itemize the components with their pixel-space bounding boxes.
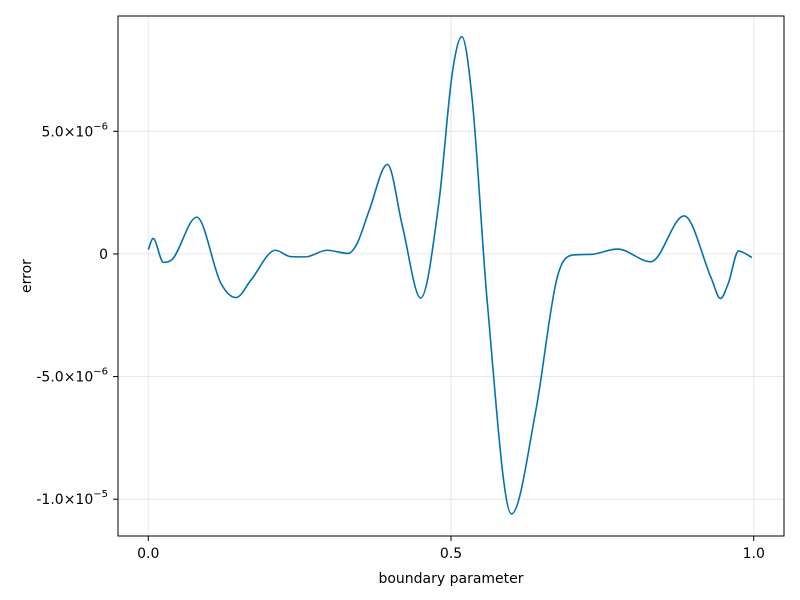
y-tick-label: 5.0×10−6 xyxy=(41,121,108,140)
y-tick-mantissa: -5.0×10 xyxy=(36,370,93,386)
y-tick-label: -1.0×10−5 xyxy=(36,489,108,508)
series-line xyxy=(147,36,753,515)
y-tick-exponent: −5 xyxy=(93,489,108,500)
y-axis-label: error xyxy=(19,259,35,293)
y-tick-mantissa: 5.0×10 xyxy=(41,124,93,140)
y-tick-label: -5.0×10−6 xyxy=(36,367,108,386)
grid-lines xyxy=(118,16,784,536)
x-tick-label: 0.0 xyxy=(137,546,159,562)
y-tick-exponent: −6 xyxy=(93,121,108,132)
y-tick-mantissa: 0 xyxy=(99,247,108,263)
x-axis-label: boundary parameter xyxy=(378,571,523,587)
y-tick-label: 0 xyxy=(99,247,108,263)
x-tick-label: 0.5 xyxy=(440,546,462,562)
tick-labels: 0.0 0.5 1.05.0×10−60-5.0×10−6-1.0×10−5 xyxy=(36,121,764,562)
x-tick-label: 1.0 xyxy=(743,546,765,562)
y-tick-exponent: −6 xyxy=(93,367,108,378)
y-tick-mantissa: -1.0×10 xyxy=(36,492,93,508)
